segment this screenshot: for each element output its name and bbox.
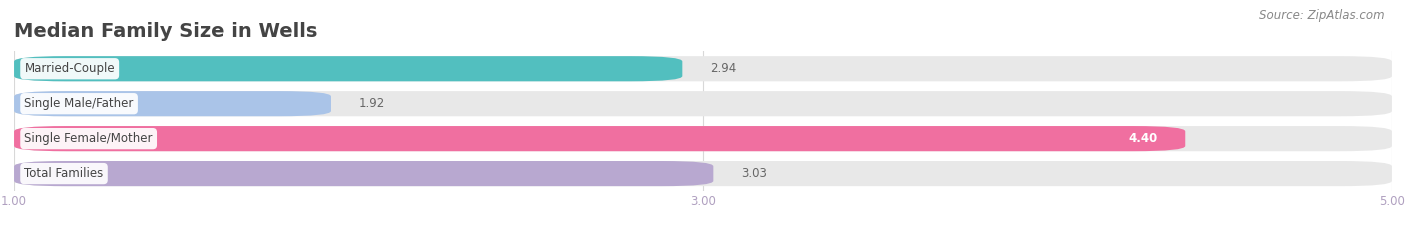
Text: 3.03: 3.03 xyxy=(741,167,766,180)
FancyBboxPatch shape xyxy=(14,161,1392,186)
FancyBboxPatch shape xyxy=(14,91,330,116)
FancyBboxPatch shape xyxy=(14,126,1185,151)
Text: Total Families: Total Families xyxy=(24,167,104,180)
FancyBboxPatch shape xyxy=(14,91,1392,116)
Text: Single Male/Father: Single Male/Father xyxy=(24,97,134,110)
Text: Single Female/Mother: Single Female/Mother xyxy=(24,132,153,145)
FancyBboxPatch shape xyxy=(14,56,682,81)
Text: Married-Couple: Married-Couple xyxy=(24,62,115,75)
FancyBboxPatch shape xyxy=(14,161,713,186)
Text: 2.94: 2.94 xyxy=(710,62,737,75)
FancyBboxPatch shape xyxy=(14,126,1392,151)
FancyBboxPatch shape xyxy=(14,56,1392,81)
Text: 4.40: 4.40 xyxy=(1129,132,1157,145)
Text: Median Family Size in Wells: Median Family Size in Wells xyxy=(14,22,318,41)
Text: Source: ZipAtlas.com: Source: ZipAtlas.com xyxy=(1260,9,1385,22)
Text: 1.92: 1.92 xyxy=(359,97,385,110)
